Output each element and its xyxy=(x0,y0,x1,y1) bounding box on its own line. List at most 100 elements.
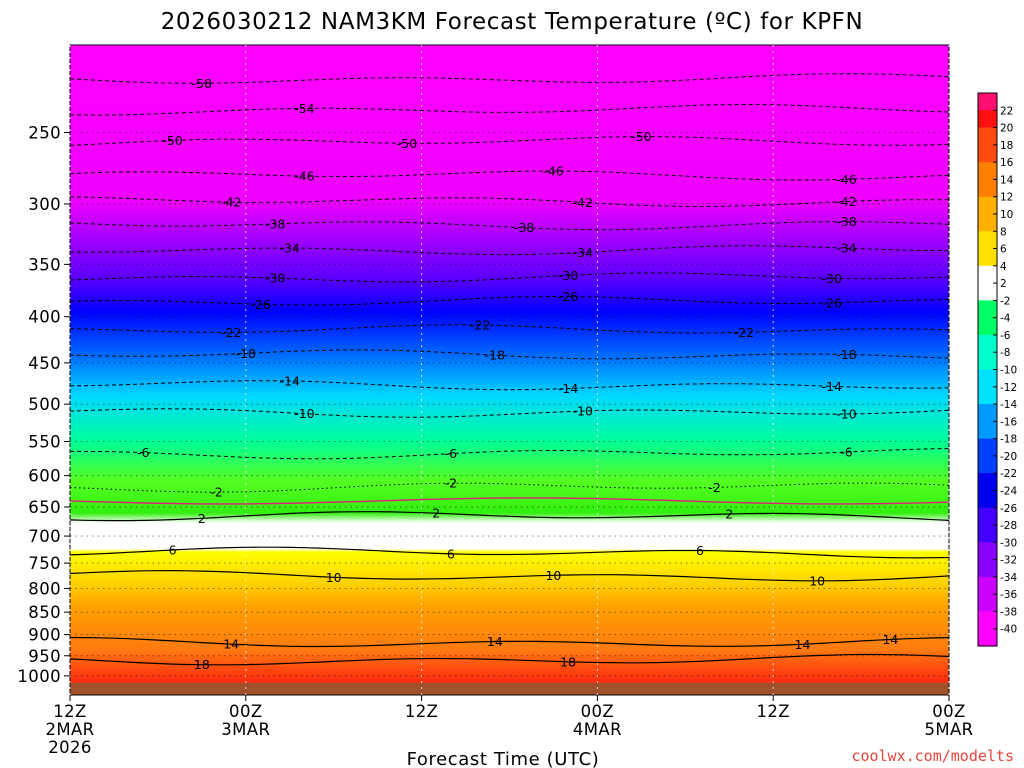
contour-labels: -58 -54 -50 -50 -50 -46 -46 -46 -42 -42 -42 -38 -38 -… xyxy=(137,76,898,672)
colorbar-label: 4 xyxy=(1000,261,1007,273)
colorbar-label: 22 xyxy=(1000,105,1013,117)
colorbar-label: -8 xyxy=(1000,347,1010,359)
y-tick-label: 700 xyxy=(28,527,61,546)
contour-lines xyxy=(69,73,950,666)
contour-label: -6 xyxy=(137,445,150,460)
contour-label: -26 xyxy=(558,289,578,304)
colorbar-cell xyxy=(978,231,997,250)
contour-label: -30 xyxy=(265,271,285,286)
contour-label: -10 xyxy=(573,404,593,419)
colorbar-label: -18 xyxy=(1000,434,1017,446)
colorbar-cell xyxy=(978,404,997,422)
colorbar-label: -34 xyxy=(1000,572,1017,584)
contour-label: -14 xyxy=(280,373,300,388)
contour-label: -6 xyxy=(840,445,853,460)
colorbar-label: -22 xyxy=(1000,468,1017,480)
colorbar-cell xyxy=(978,369,997,388)
colorbar: 22 20 18 16 14 12 10 8 6 4 2 -2 -4 -6 -8 -10 -12 -14 -16 -1… xyxy=(977,92,1017,647)
colorbar-cell xyxy=(978,490,997,509)
colorbar-label: -38 xyxy=(1000,606,1017,618)
colorbar-cell xyxy=(978,162,997,181)
credit-link[interactable]: coolwx.com/modelts xyxy=(851,747,1014,765)
y-tick-label: 800 xyxy=(28,579,61,598)
contour-label: 18 xyxy=(560,654,576,669)
colorbar-cell xyxy=(978,473,997,492)
contour-label: -22 xyxy=(221,325,241,340)
contour-label: -50 xyxy=(631,129,651,144)
colorbar-label: -6 xyxy=(1000,330,1011,342)
colorbar-label: 20 xyxy=(1000,123,1013,135)
colorbar-cell xyxy=(978,265,997,284)
colorbar-cell xyxy=(978,352,997,371)
colorbar-label: -28 xyxy=(1000,520,1017,532)
colorbar-cell xyxy=(978,93,997,111)
colorbar-cell xyxy=(978,110,997,129)
contour-label: 2 xyxy=(432,506,440,521)
colorbar-cell xyxy=(978,283,997,301)
contour-label: -34 xyxy=(573,245,593,260)
contour-label: 6 xyxy=(169,542,177,557)
contour-label: 2 xyxy=(725,507,733,522)
contour-label: -42 xyxy=(836,194,856,209)
colorbar-label: 8 xyxy=(1000,226,1007,238)
contour-label: -10 xyxy=(836,407,856,422)
colorbar-label: 16 xyxy=(1000,157,1014,169)
y-tick-label: 850 xyxy=(28,603,61,622)
contour-label: -46 xyxy=(294,169,314,184)
y-tick-label: 650 xyxy=(28,498,61,517)
y-tick-label: 400 xyxy=(28,308,61,327)
contour-label: -54 xyxy=(294,101,314,116)
contour-line xyxy=(69,653,950,666)
temperature-field xyxy=(70,45,949,695)
y-tick-label: 600 xyxy=(28,467,61,486)
x-tick-label: 12Z xyxy=(53,702,87,721)
contour-label: -30 xyxy=(822,271,842,286)
colorbar-cell xyxy=(978,576,997,595)
contour-line xyxy=(69,546,950,559)
x-tick-label: 2MAR xyxy=(45,720,94,739)
colorbar-cell xyxy=(978,300,997,319)
x-tick-label: 00Z xyxy=(932,702,966,721)
contour-label: -18 xyxy=(485,348,505,363)
contour-label: -6 xyxy=(445,446,458,461)
y-tick-label: 550 xyxy=(28,433,61,452)
colorbar-cell xyxy=(978,179,997,198)
colorbar-cell xyxy=(978,213,997,232)
y-tick-label: 900 xyxy=(28,626,61,645)
colorbar-label: -4 xyxy=(1000,313,1011,325)
colorbar-cell xyxy=(978,127,997,146)
contour-label: -38 xyxy=(836,214,856,229)
y-tick-label: 500 xyxy=(28,395,61,414)
colorbar-label: -20 xyxy=(1000,451,1017,463)
contour-line xyxy=(69,511,950,522)
contour-label: 14 xyxy=(795,637,811,652)
contour-label: 6 xyxy=(447,546,455,561)
y-tick-label: 750 xyxy=(28,554,61,573)
colorbar-cell xyxy=(978,317,997,336)
colorbar-cell xyxy=(978,144,997,163)
colorbar-cell xyxy=(978,628,997,647)
colorbar-cell xyxy=(978,334,997,353)
y-tick-label: 250 xyxy=(28,123,61,142)
y-tick-label: 450 xyxy=(28,354,61,373)
colorbar-label: -40 xyxy=(1000,624,1017,636)
contour-label: 10 xyxy=(809,573,825,588)
colorbar-cell xyxy=(978,386,997,405)
x-tick-label: 00Z xyxy=(581,702,615,721)
contour-label: -30 xyxy=(558,268,578,283)
contour-label: -2 xyxy=(445,476,457,491)
colorbar-label: -16 xyxy=(1000,416,1017,428)
contour-label: -2 xyxy=(210,485,222,500)
colorbar-cell xyxy=(978,421,997,440)
colorbar-label: 18 xyxy=(1000,140,1013,152)
contour-label: 18 xyxy=(194,657,210,672)
contour-label: 6 xyxy=(696,543,704,558)
chart-title: 2026030212 NAM3KM Forecast Temperature (… xyxy=(161,9,864,35)
colorbar-label: -14 xyxy=(1000,399,1017,411)
colorbar-label: 10 xyxy=(1000,209,1013,221)
contour-label: -14 xyxy=(822,379,842,394)
colorbar-cell xyxy=(978,196,997,215)
colorbar-label: -12 xyxy=(1000,382,1017,394)
